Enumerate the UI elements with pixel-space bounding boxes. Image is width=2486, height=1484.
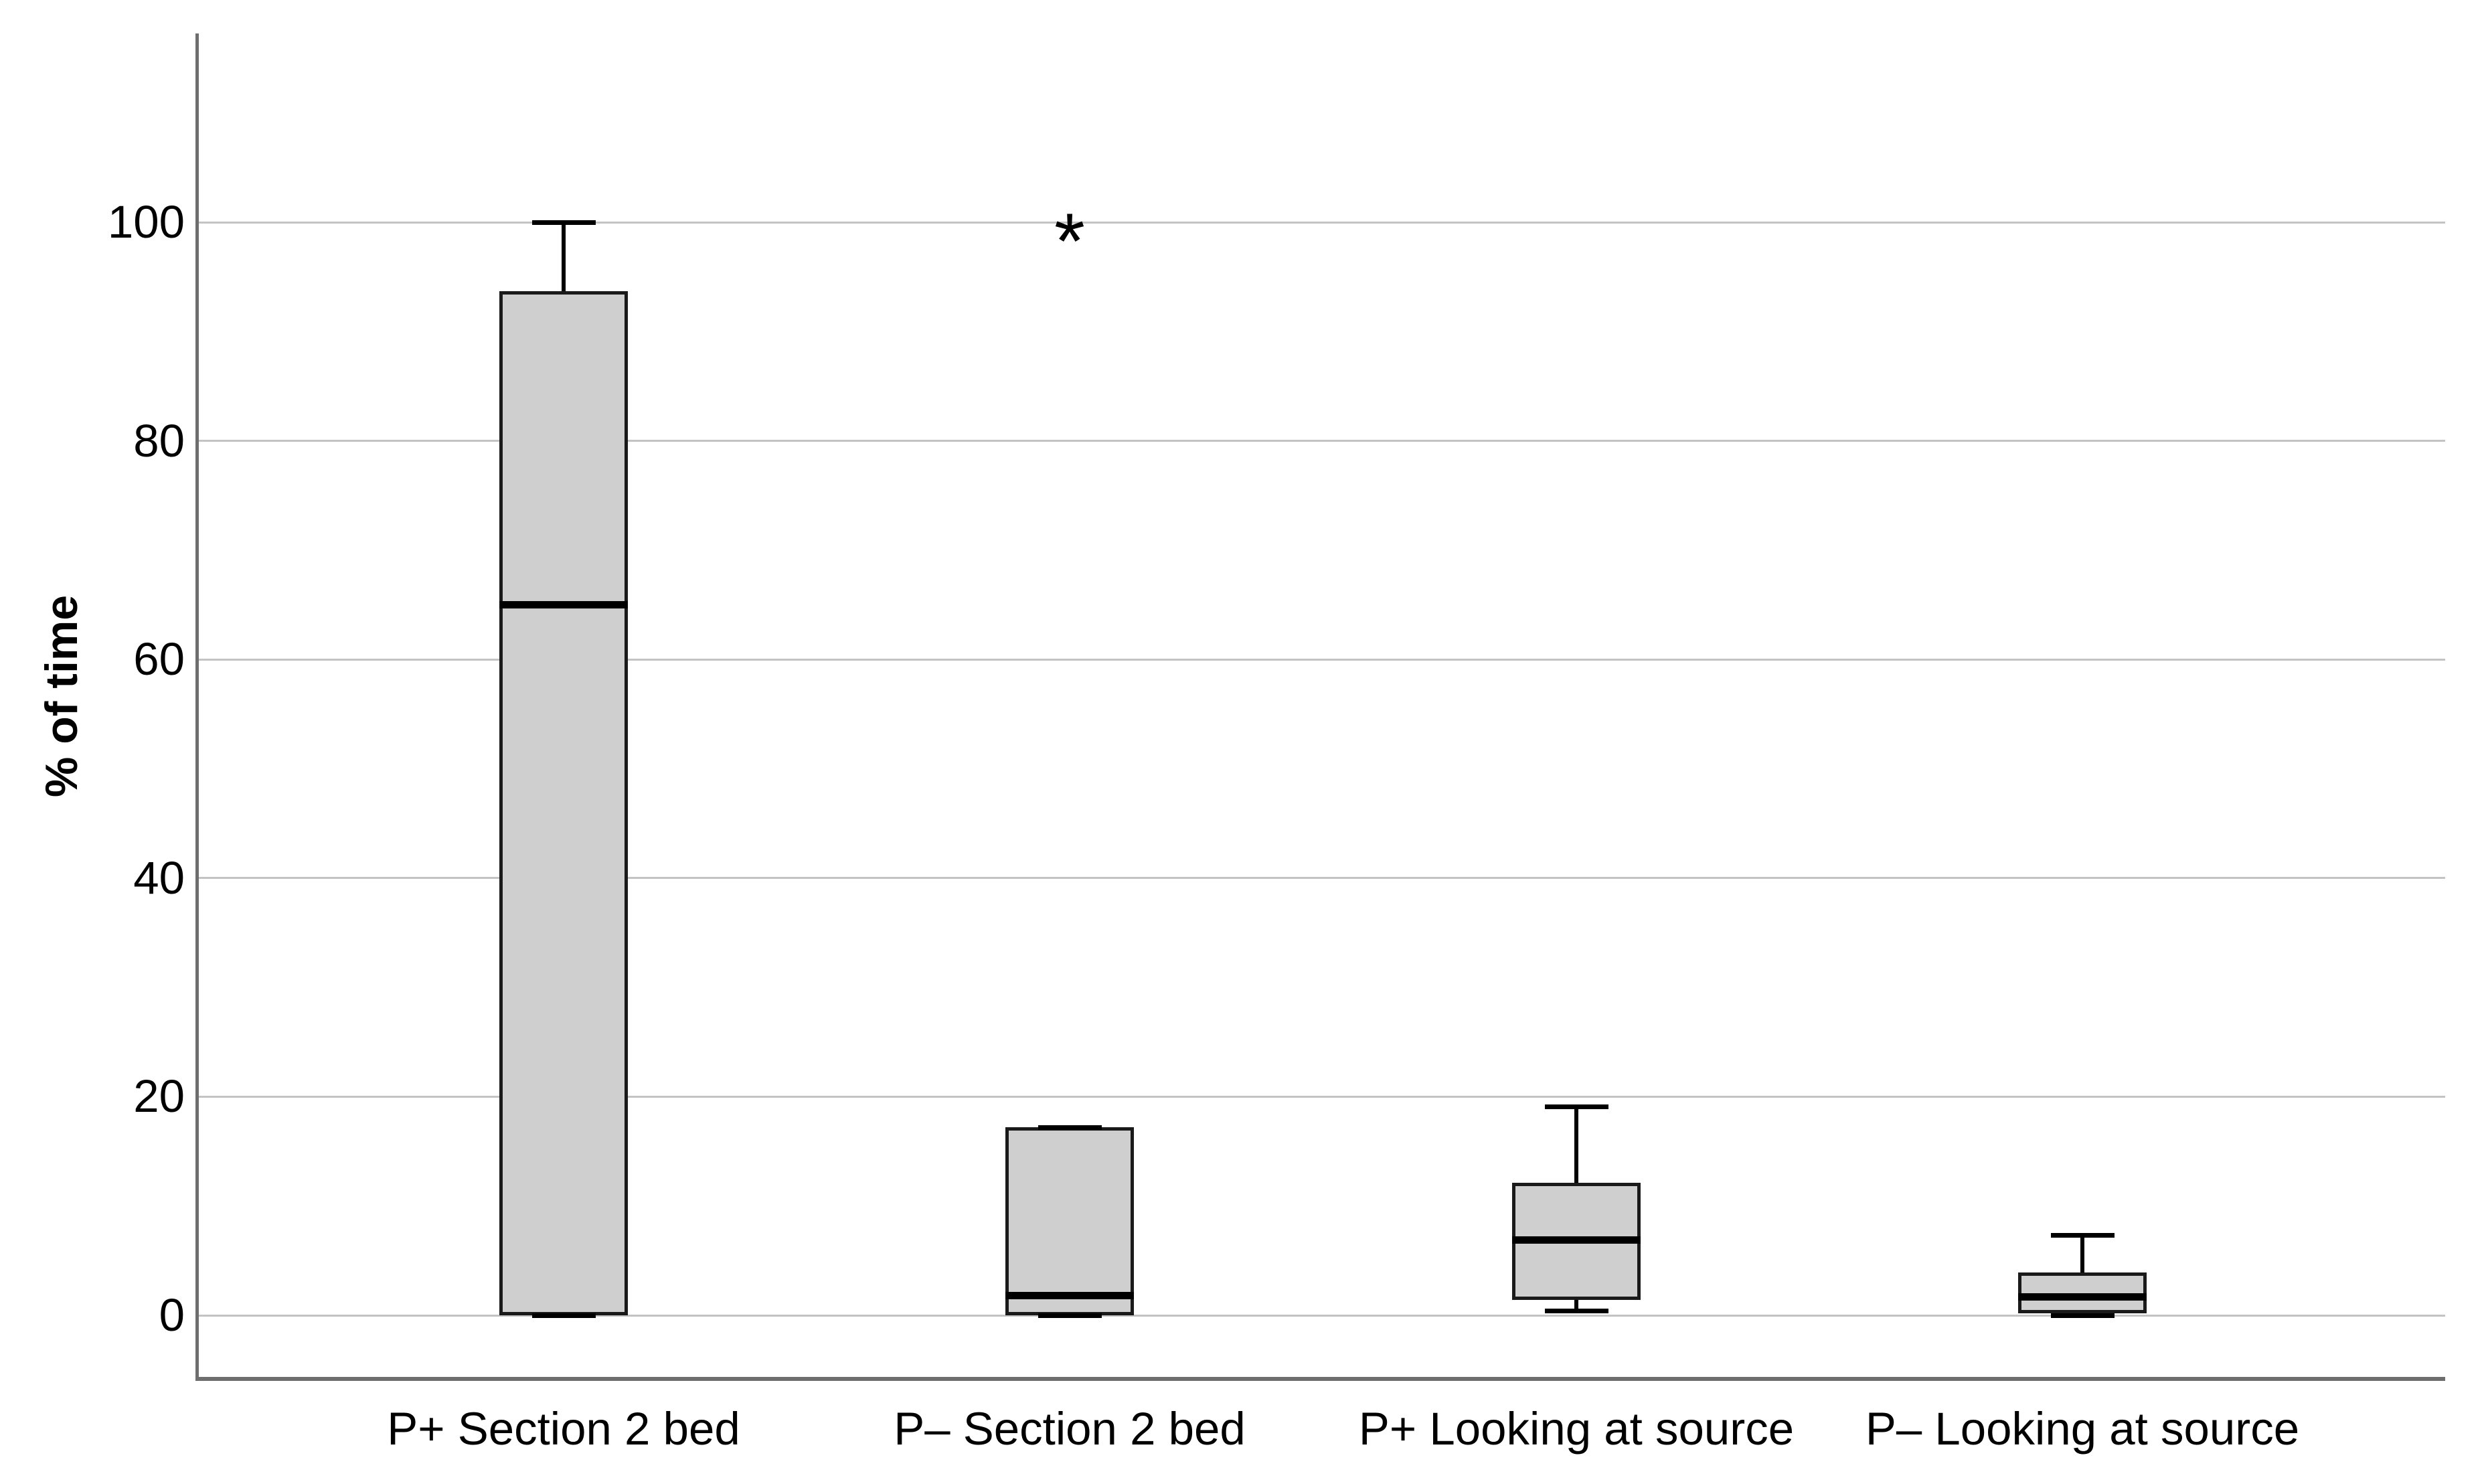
whisker-cap-max xyxy=(1038,1125,1102,1130)
median-line xyxy=(1005,1292,1134,1300)
median-line xyxy=(1512,1236,1641,1244)
x-category-label: P+ Looking at source xyxy=(1358,1403,1795,1455)
whisker-stem-lower xyxy=(1574,1300,1578,1311)
gridline xyxy=(199,877,2445,880)
x-category-label: P– Section 2 bed xyxy=(894,1403,1246,1455)
whisker-cap-max xyxy=(531,220,596,225)
y-axis-title: % of time xyxy=(36,594,87,798)
whisker-cap-min xyxy=(531,1313,596,1318)
gridline xyxy=(199,221,2445,224)
gridline xyxy=(199,1095,2445,1098)
outlier-star-icon: * xyxy=(1054,197,1085,286)
whisker-stem-upper xyxy=(562,222,566,291)
box-rect xyxy=(499,291,628,1315)
y-tick-label: 40 xyxy=(133,851,185,904)
y-tick-label: 0 xyxy=(159,1289,185,1341)
box-rect xyxy=(1005,1127,1134,1315)
y-tick-label: 100 xyxy=(107,196,185,248)
whisker-cap-max xyxy=(2050,1233,2115,1238)
whisker-stem-upper xyxy=(2080,1235,2084,1273)
y-axis-line xyxy=(195,33,199,1381)
x-axis-line xyxy=(195,1377,2445,1381)
median-line xyxy=(499,601,628,609)
whisker-cap-min xyxy=(2050,1313,2115,1318)
gridline xyxy=(199,1314,2445,1317)
y-tick-label: 80 xyxy=(133,414,185,467)
x-category-label: P– Looking at source xyxy=(1865,1403,2300,1455)
x-category-label: P+ Section 2 bed xyxy=(387,1403,740,1455)
box-rect xyxy=(2018,1272,2147,1313)
whisker-cap-min xyxy=(1544,1308,1608,1313)
y-tick-label: 60 xyxy=(133,633,185,685)
median-line xyxy=(2018,1293,2147,1301)
whisker-cap-min xyxy=(1038,1313,1102,1318)
y-tick-label: 20 xyxy=(133,1070,185,1123)
whisker-stem-upper xyxy=(1574,1106,1578,1183)
gridline xyxy=(199,440,2445,442)
gridline xyxy=(199,658,2445,661)
whisker-cap-max xyxy=(1544,1104,1608,1109)
